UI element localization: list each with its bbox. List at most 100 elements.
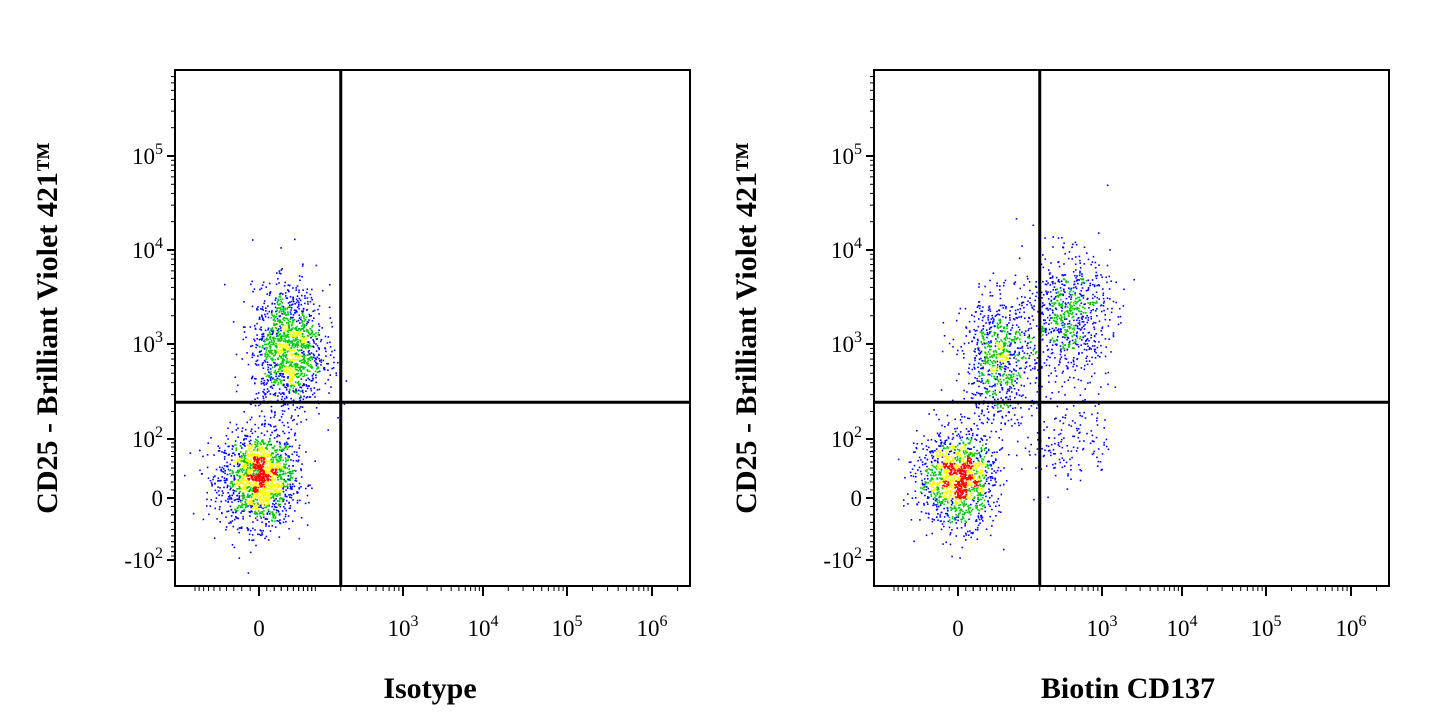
data-point bbox=[991, 475, 993, 478]
data-point bbox=[243, 461, 245, 463]
data-point bbox=[927, 478, 929, 480]
data-point bbox=[296, 329, 299, 332]
data-point bbox=[318, 329, 320, 332]
data-point bbox=[976, 538, 979, 540]
data-point bbox=[274, 425, 277, 428]
data-point bbox=[261, 333, 263, 336]
data-point bbox=[959, 431, 962, 433]
data-point bbox=[963, 447, 966, 450]
data-point bbox=[970, 462, 973, 465]
data-point bbox=[961, 493, 963, 496]
data-point bbox=[944, 475, 946, 478]
data-point bbox=[296, 369, 298, 371]
data-point bbox=[290, 374, 292, 377]
data-point bbox=[294, 432, 296, 435]
data-point bbox=[282, 354, 284, 356]
data-point bbox=[979, 440, 981, 443]
data-point bbox=[274, 364, 276, 367]
data-point bbox=[1026, 377, 1029, 380]
data-point bbox=[307, 303, 309, 305]
data-point bbox=[969, 513, 972, 516]
data-point bbox=[250, 472, 252, 474]
data-point bbox=[972, 466, 974, 469]
data-point bbox=[234, 454, 236, 456]
data-point bbox=[271, 493, 274, 495]
tick-label: 104 bbox=[132, 235, 163, 263]
data-point bbox=[284, 339, 287, 341]
data-point bbox=[964, 446, 967, 448]
data-point bbox=[289, 385, 292, 388]
data-point bbox=[933, 481, 936, 484]
data-point bbox=[935, 468, 938, 470]
data-point bbox=[921, 487, 924, 490]
data-point bbox=[274, 299, 277, 301]
data-point bbox=[303, 325, 305, 327]
data-point bbox=[251, 539, 253, 542]
data-point bbox=[965, 539, 967, 541]
data-point bbox=[323, 366, 326, 369]
data-point bbox=[286, 368, 289, 371]
data-point bbox=[287, 457, 290, 459]
data-point bbox=[265, 472, 268, 475]
data-point bbox=[981, 505, 984, 507]
data-point bbox=[290, 352, 292, 355]
data-point bbox=[308, 313, 311, 316]
data-point bbox=[976, 424, 978, 427]
data-point bbox=[270, 405, 273, 408]
data-point bbox=[214, 489, 217, 492]
data-point bbox=[313, 387, 316, 389]
data-point bbox=[945, 439, 948, 441]
data-point bbox=[964, 489, 966, 492]
data-point bbox=[938, 484, 940, 487]
data-point bbox=[955, 446, 957, 448]
data-point bbox=[244, 460, 246, 463]
data-point bbox=[316, 362, 319, 365]
data-point bbox=[301, 343, 304, 346]
data-point bbox=[296, 300, 299, 302]
data-point bbox=[923, 488, 925, 491]
data-point bbox=[279, 363, 281, 366]
data-point bbox=[292, 297, 294, 300]
data-point bbox=[971, 455, 973, 457]
data-point bbox=[268, 468, 271, 471]
data-point bbox=[280, 470, 283, 472]
data-point bbox=[226, 486, 229, 489]
data-point bbox=[267, 479, 269, 482]
data-point bbox=[953, 507, 955, 510]
data-point bbox=[268, 374, 271, 377]
data-point bbox=[957, 478, 960, 481]
data-point bbox=[318, 313, 320, 315]
data-point bbox=[293, 371, 296, 373]
data-point bbox=[271, 513, 274, 516]
data-point bbox=[948, 526, 951, 529]
data-point bbox=[279, 445, 281, 448]
data-point bbox=[949, 482, 951, 484]
data-point bbox=[252, 499, 255, 502]
data-point bbox=[288, 344, 291, 347]
data-point bbox=[267, 487, 269, 490]
data-point bbox=[943, 507, 945, 510]
data-point bbox=[285, 328, 287, 330]
data-point bbox=[265, 358, 268, 361]
data-point bbox=[297, 355, 300, 357]
data-point bbox=[959, 500, 961, 503]
data-point bbox=[956, 478, 959, 481]
data-point bbox=[963, 490, 965, 492]
data-point bbox=[980, 421, 983, 424]
data-point bbox=[263, 423, 266, 425]
data-point bbox=[307, 341, 310, 343]
data-point bbox=[266, 363, 269, 366]
data-point bbox=[966, 437, 969, 439]
data-point bbox=[254, 456, 256, 458]
data-point bbox=[221, 466, 224, 469]
data-point bbox=[956, 476, 959, 478]
data-point bbox=[247, 460, 249, 462]
data-point bbox=[993, 461, 996, 464]
data-point bbox=[275, 473, 277, 476]
data-point bbox=[928, 496, 930, 499]
data-point bbox=[238, 452, 240, 455]
data-point bbox=[991, 525, 993, 527]
data-point bbox=[267, 354, 270, 356]
data-point bbox=[268, 478, 270, 480]
data-point bbox=[975, 507, 978, 510]
